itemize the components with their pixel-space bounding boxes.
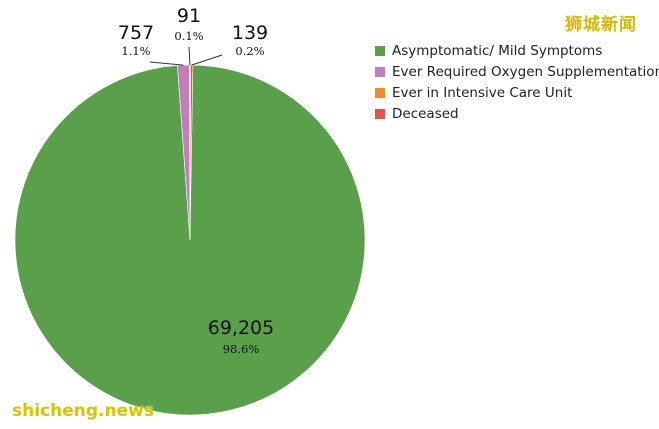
legend-label-asymptomatic: Asymptomatic/ Mild Symptoms — [392, 42, 603, 59]
legend-swatch-deceased — [375, 108, 385, 119]
legend-swatch-oxygen — [375, 66, 385, 77]
leader-line-icu — [188, 46, 191, 66]
pie-slices — [14, 64, 366, 416]
legend-label-deceased: Deceased — [392, 105, 459, 122]
leader-line-oxygen — [149, 61, 184, 66]
data-label-value-icu: 91 — [177, 5, 201, 27]
watermark-chinese: 狮城新闻 — [565, 15, 637, 35]
legend-item-oxygen: Ever Required Oxygen Supplementation — [375, 61, 659, 82]
pie-slice-asymptomatic — [14, 64, 366, 416]
legend: Asymptomatic/ Mild Symptoms Ever Require… — [375, 40, 659, 124]
data-label-value-deceased: 139 — [232, 22, 268, 44]
data-label-percent-deceased: 0.2% — [235, 44, 264, 58]
leader-lines — [149, 46, 223, 66]
data-label-value-oxygen: 757 — [118, 22, 154, 44]
data-label-percent-icu: 0.1% — [174, 29, 203, 43]
legend-swatch-asymptomatic — [375, 45, 385, 56]
legend-item-asymptomatic: Asymptomatic/ Mild Symptoms — [375, 40, 659, 61]
legend-swatch-icu — [375, 87, 385, 98]
legend-item-deceased: Deceased — [375, 103, 659, 124]
watermark-site: shicheng.news — [12, 401, 154, 421]
leader-line-deceased — [191, 54, 223, 66]
legend-item-icu: Ever in Intensive Care Unit — [375, 82, 659, 103]
data-label-value-asymptomatic: 69,205 — [208, 317, 274, 339]
legend-label-oxygen: Ever Required Oxygen Supplementation — [392, 63, 659, 80]
pie-slice-oxygen — [177, 64, 191, 241]
data-label-percent-asymptomatic: 98.6% — [223, 342, 260, 356]
legend-label-icu: Ever in Intensive Care Unit — [392, 84, 573, 101]
data-label-percent-oxygen: 1.1% — [121, 44, 150, 58]
